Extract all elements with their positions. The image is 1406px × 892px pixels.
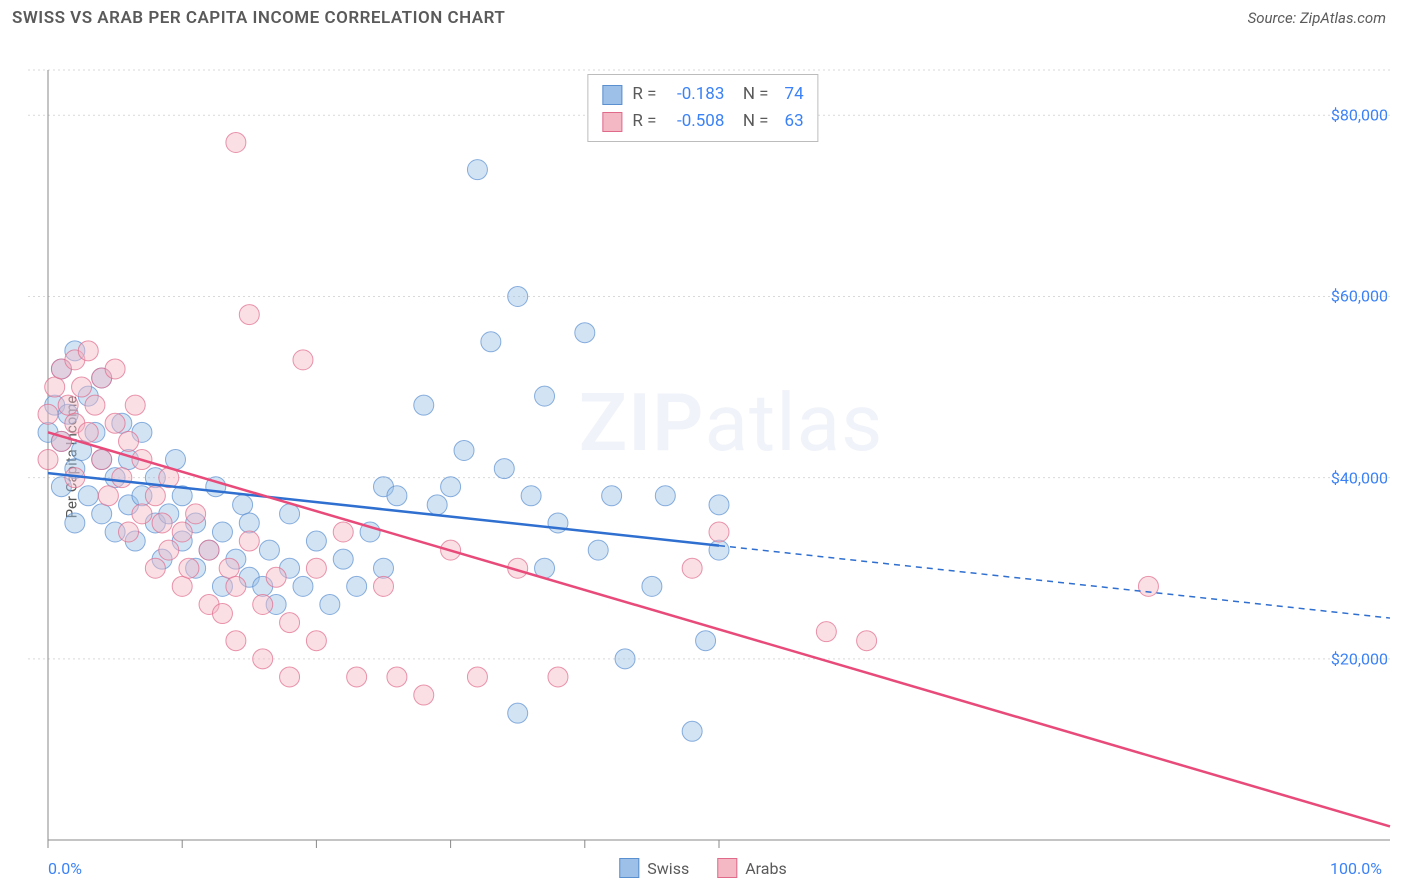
legend-item: Swiss bbox=[619, 858, 689, 878]
stat-n-value: 74 bbox=[785, 81, 804, 108]
legend-swatch bbox=[717, 858, 737, 878]
stat-n-label: N = bbox=[734, 81, 768, 108]
y-tick-label: $60,000 bbox=[1331, 287, 1388, 306]
stat-r-label: R = bbox=[632, 108, 656, 135]
x-tick-label: 100.0% bbox=[1330, 859, 1382, 878]
stat-n-value: 63 bbox=[785, 108, 804, 135]
legend-label: Arabs bbox=[745, 859, 787, 878]
stat-r-value: -0.508 bbox=[666, 108, 724, 135]
y-tick-label: $20,000 bbox=[1331, 649, 1388, 668]
stats-row: R = -0.508 N = 63 bbox=[602, 108, 803, 135]
scatter-chart bbox=[0, 32, 1406, 882]
series-legend: Swiss Arabs bbox=[619, 858, 786, 878]
legend-item: Arabs bbox=[717, 858, 787, 878]
stats-legend: R = -0.183 N = 74 R = -0.508 N = 63 bbox=[587, 74, 818, 142]
y-tick-label: $80,000 bbox=[1331, 106, 1388, 125]
chart-container: Per Capita Income ZIPatlas R =-0.183 N =… bbox=[0, 32, 1406, 882]
legend-swatch bbox=[602, 85, 622, 105]
legend-swatch bbox=[602, 112, 622, 132]
y-tick-label: $40,000 bbox=[1331, 468, 1388, 487]
stats-row: R = -0.183 N = 74 bbox=[602, 81, 803, 108]
chart-title: SWISS VS ARAB PER CAPITA INCOME CORRELAT… bbox=[12, 8, 505, 28]
source-credit: Source: ZipAtlas.com bbox=[1248, 9, 1386, 27]
stat-r-value: -0.183 bbox=[666, 81, 724, 108]
legend-label: Swiss bbox=[647, 859, 689, 878]
stat-r-label: R = bbox=[632, 81, 656, 108]
stat-n-label: N = bbox=[734, 108, 768, 135]
legend-swatch bbox=[619, 858, 639, 878]
x-tick-label: 0.0% bbox=[48, 859, 82, 878]
